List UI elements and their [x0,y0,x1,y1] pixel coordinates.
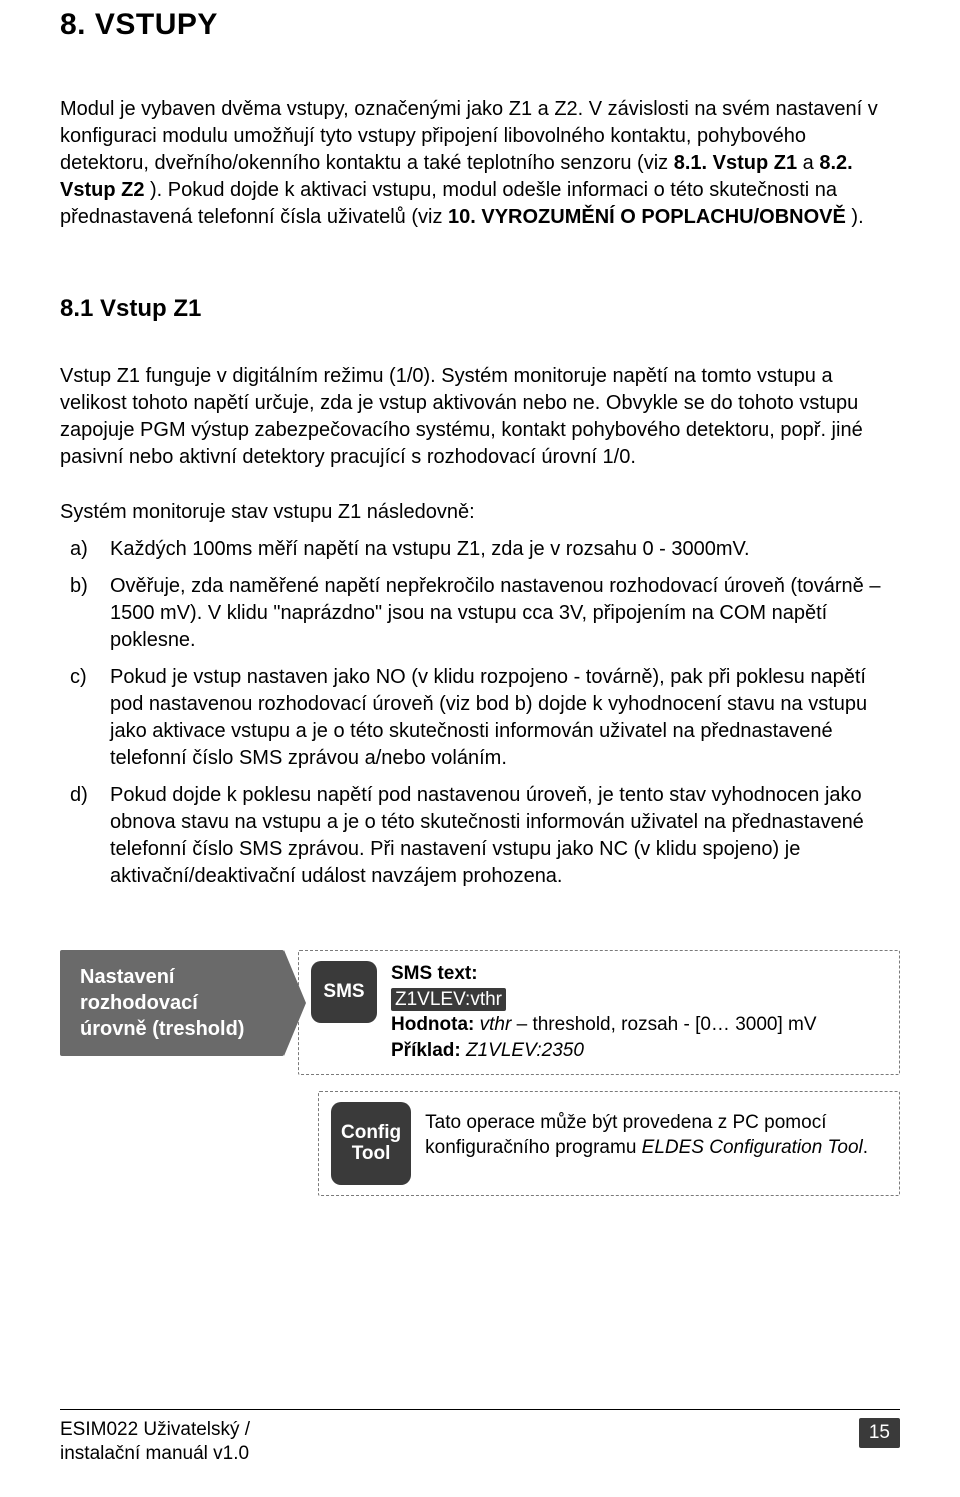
list-text-c: Pokud je vstup nastaven jako NO (v klidu… [110,666,867,769]
page-footer: ESIM022 Uživatelský / instalační manuál … [60,1409,900,1467]
subsection-heading: 8.1 Vstup Z1 [60,295,900,323]
arrow-line-2: rozhodovací [80,992,198,1014]
footer-line-1: ESIM022 Uživatelský / [60,1419,250,1440]
intro-bold-3: 10. VYROZUMĚNÍ O POPLACHU/OBNOVĚ [448,206,846,228]
intro-bold-1: 8.1. Vstup Z1 [674,152,797,174]
config-text-b: . [863,1137,868,1158]
sms-box: SMS SMS text: Z1VLEV:vthr Hodnota: vthr … [298,950,900,1075]
subsection-paragraph: Vstup Z1 funguje v digitálním režimu (1/… [60,363,900,471]
config-pill: Config Tool [331,1102,411,1186]
hodnota-value: vthr [474,1014,511,1035]
arrow-tag: Nastavení rozhodovací úrovně (treshold) [60,950,284,1056]
config-text-italic: ELDES Configuration Tool [642,1137,863,1158]
list-text-a: Každých 100ms měří napětí na vstupu Z1, … [110,538,750,560]
list-item-c: c)Pokud je vstup nastaven jako NO (v kli… [110,664,900,772]
list-item-b: b)Ověřuje, zda naměřené napětí nepřekroč… [110,573,900,654]
list-text-b: Ověřuje, zda naměřené napětí nepřekročil… [110,575,880,651]
intro-end: ). [851,206,863,228]
sms-pill: SMS [311,961,377,1023]
sms-code: Z1VLEV:vthr [391,988,506,1011]
config-box: Config Tool Tato operace může být proved… [318,1091,900,1197]
hodnota-label: Hodnota: [391,1014,474,1035]
hodnota-suffix: – threshold, rozsah - [0… 3000] mV [511,1014,816,1035]
section-heading: 8. VSTUPY [60,8,900,42]
sms-text-label: SMS text: [391,963,478,984]
arrow-line-1: Nastavení [80,966,175,988]
config-pill-line2: Tool [352,1143,391,1164]
sms-callout-row: Nastavení rozhodovací úrovně (treshold) … [60,950,900,1075]
ordered-list: a)Každých 100ms měří napětí na vstupu Z1… [60,536,900,890]
page-number: 15 [859,1418,900,1448]
config-callout-row: Config Tool Tato operace může být proved… [318,1091,900,1197]
footer-line-2: instalační manuál v1.0 [60,1443,249,1464]
list-item-d: d)Pokud dojde k poklesu napětí pod nasta… [110,782,900,890]
priklad-label: Příklad: [391,1040,461,1061]
priklad-value: Z1VLEV:2350 [461,1040,584,1061]
intro-mid: a [803,152,820,174]
intro-paragraph: Modul je vybaven dvěma vstupy, označeným… [60,96,900,231]
list-lead: Systém monitoruje stav vstupu Z1 následo… [60,499,900,526]
list-text-d: Pokud dojde k poklesu napětí pod nastave… [110,784,864,887]
list-item-a: a)Každých 100ms měří napětí na vstupu Z1… [110,536,900,563]
config-pill-line1: Config [341,1122,401,1143]
footer-text: ESIM022 Uživatelský / instalační manuál … [60,1418,250,1467]
arrow-line-3: úrovně (treshold) [80,1018,244,1040]
